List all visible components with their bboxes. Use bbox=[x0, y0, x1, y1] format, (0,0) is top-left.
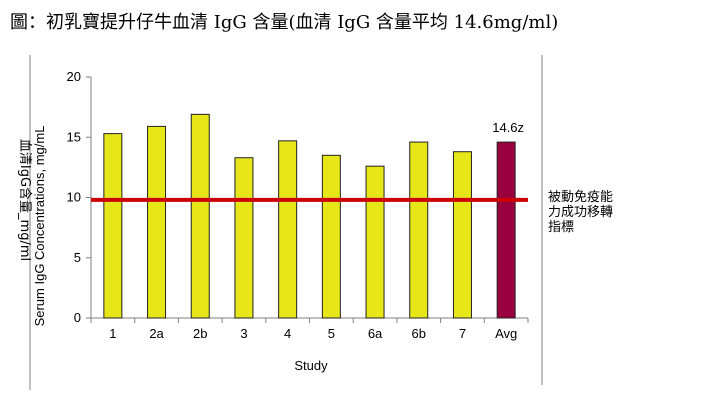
bar-Avg bbox=[496, 141, 516, 319]
data-label-Avg: 14.6z bbox=[492, 120, 524, 135]
x-tick-label: 2b bbox=[193, 326, 207, 341]
x-tick-label: 5 bbox=[328, 326, 335, 341]
y-tick-label: 20 bbox=[67, 69, 81, 84]
x-tick-label: 7 bbox=[459, 326, 466, 341]
y-tick-label: 0 bbox=[74, 310, 81, 325]
chart-caption: 圖：初乳寶提升仔牛血清 IgG 含量(血清 IgG 含量平均 14.6mg/ml… bbox=[10, 12, 559, 33]
y-tick-label: 5 bbox=[74, 250, 81, 265]
y-tick-label: 10 bbox=[67, 190, 81, 205]
y-tick-label: 15 bbox=[67, 129, 81, 144]
bar-3 bbox=[234, 157, 254, 319]
bar-6a bbox=[365, 165, 385, 319]
y-axis-title-secondary: 血清IgG含量_mg/ml bbox=[17, 139, 33, 261]
x-tick-label: 6b bbox=[412, 326, 426, 341]
bar-4 bbox=[278, 140, 298, 319]
x-tick-label: Avg bbox=[495, 326, 517, 341]
reference-label-line-1: 被動免疫能 bbox=[548, 190, 614, 205]
y-axis-title: Serum IgG Concentrations, mg/mL bbox=[32, 126, 47, 327]
x-tick-label: 4 bbox=[284, 326, 291, 341]
x-tick-label: 1 bbox=[109, 326, 116, 341]
bar-7 bbox=[452, 151, 472, 319]
reference-label-line-2: 力成功移轉 bbox=[548, 205, 614, 220]
x-tick-label: 2a bbox=[149, 326, 164, 341]
x-axis-title: Study bbox=[294, 358, 328, 373]
bar-1 bbox=[103, 133, 123, 319]
reference-line-label: 被動免疫能 力成功移轉 指標 bbox=[548, 190, 613, 235]
reference-label-line-3: 指標 bbox=[548, 220, 575, 235]
bar-2b bbox=[190, 113, 210, 319]
x-tick-label: 3 bbox=[240, 326, 247, 341]
bar-6b bbox=[409, 141, 429, 319]
bar-5 bbox=[321, 154, 341, 319]
bar-2a bbox=[147, 125, 167, 319]
x-tick-label: 6a bbox=[368, 326, 383, 341]
